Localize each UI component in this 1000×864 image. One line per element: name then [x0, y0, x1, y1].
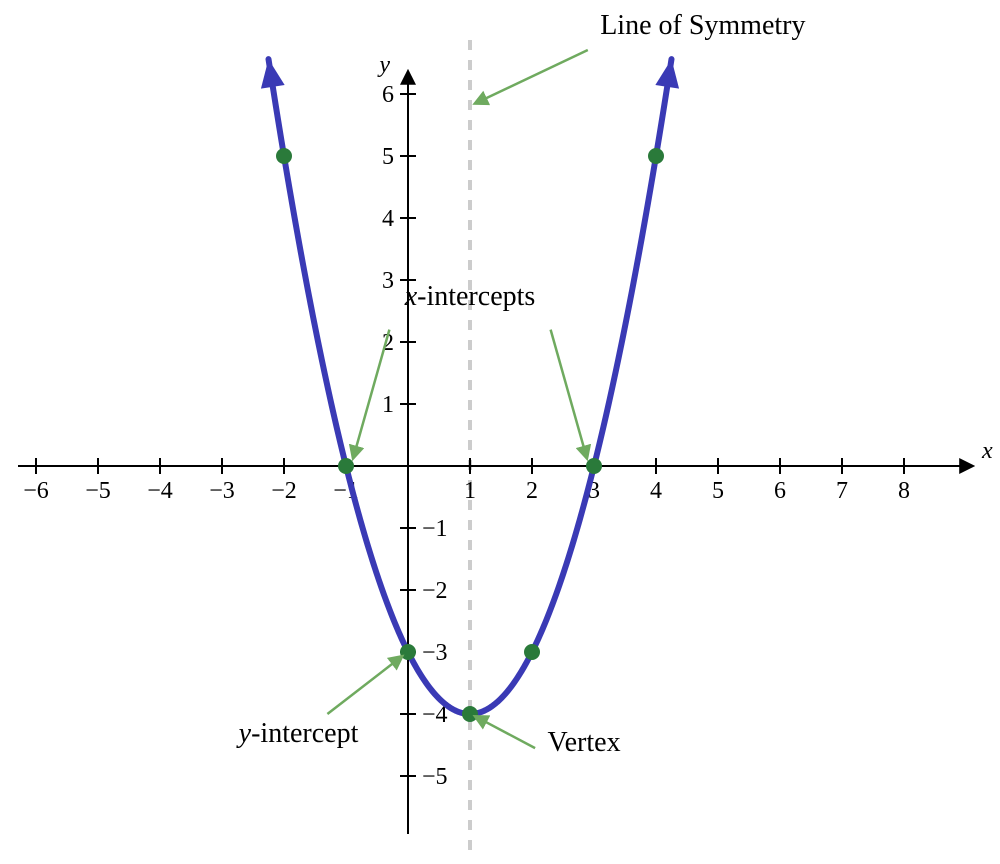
annotation-x-intercepts-arrow — [355, 330, 389, 451]
y-tick-label: −3 — [422, 640, 448, 666]
y-tick-label: 6 — [382, 82, 394, 108]
data-point — [462, 706, 478, 722]
x-tick-label: −4 — [147, 478, 173, 504]
data-point — [276, 148, 292, 164]
y-tick-label: 5 — [382, 144, 394, 170]
annotation-x-intercepts-arrow — [551, 330, 585, 451]
curve-arrowhead — [655, 59, 679, 89]
data-point — [524, 644, 540, 660]
data-point — [648, 148, 664, 164]
y-tick-label: 1 — [382, 392, 394, 418]
x-tick-label: −5 — [85, 478, 111, 504]
x-tick-label: 2 — [526, 478, 538, 504]
annotation-symmetry-arrow — [482, 50, 587, 100]
y-axis-label: y — [377, 52, 390, 78]
x-tick-label: 4 — [650, 478, 662, 504]
curve-arrowhead — [261, 59, 285, 89]
data-point — [586, 458, 602, 474]
data-point — [338, 458, 354, 474]
parabola-chart: −6−5−4−3−2−112345678123456−1−2−3−4−5xyLi… — [0, 0, 1000, 864]
y-tick-label: −5 — [422, 764, 448, 790]
y-tick-label: 3 — [382, 268, 394, 294]
annotation-y-intercept-label: y-intercept — [236, 718, 359, 749]
y-tick-label: 4 — [382, 206, 394, 232]
x-tick-label: −3 — [209, 478, 235, 504]
annotation-vertex-arrow — [482, 720, 535, 748]
x-tick-label: 1 — [464, 478, 476, 504]
x-tick-label: 6 — [774, 478, 786, 504]
x-tick-label: 5 — [712, 478, 724, 504]
x-tick-label: 7 — [836, 478, 848, 504]
annotation-symmetry-label: Line of Symmetry — [600, 10, 805, 41]
y-tick-label: −1 — [422, 516, 448, 542]
annotation-vertex-label: Vertex — [548, 727, 621, 758]
chart-svg: −6−5−4−3−2−112345678123456−1−2−3−4−5xyLi… — [0, 0, 1000, 864]
y-tick-label: −2 — [422, 578, 448, 604]
annotation-x-intercepts-label: x-intercepts — [404, 281, 536, 312]
data-point — [400, 644, 416, 660]
annotation-y-intercept-arrow — [327, 661, 395, 714]
x-axis-label: x — [981, 438, 993, 464]
x-tick-label: −2 — [271, 478, 297, 504]
x-tick-label: −6 — [23, 478, 49, 504]
x-tick-label: 8 — [898, 478, 910, 504]
